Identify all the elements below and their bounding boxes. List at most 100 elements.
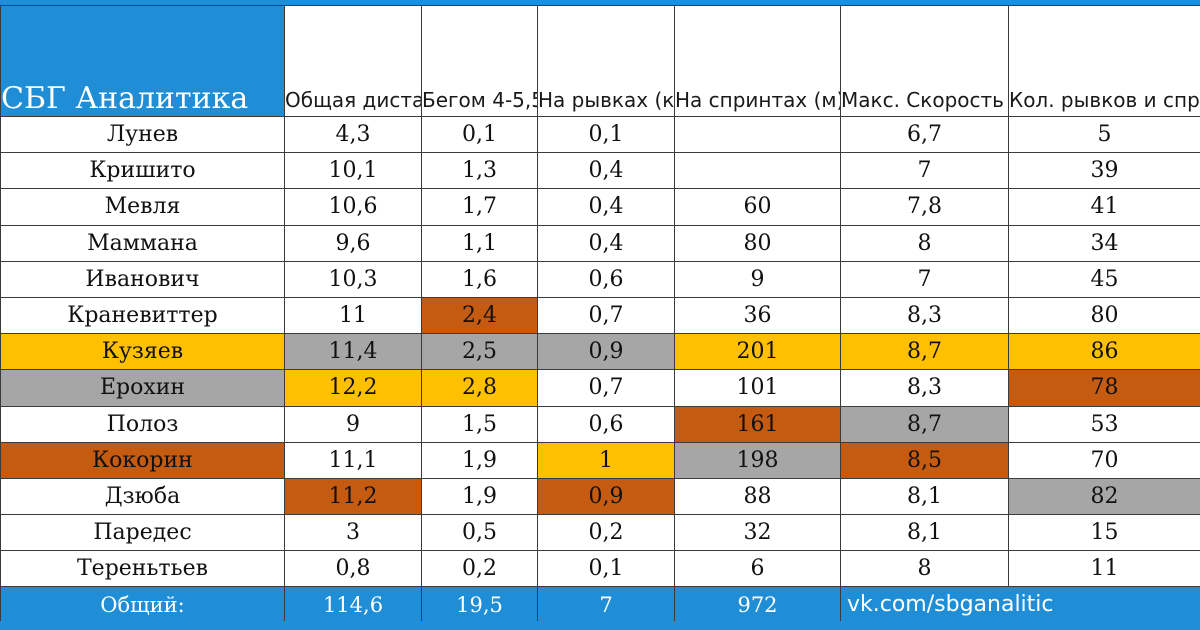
table-row: Маммана 9,6 1,1 0,4 80 8 34 bbox=[0, 224, 1200, 262]
player-name: Лунев bbox=[0, 115, 285, 154]
stat-cell: 78 bbox=[1008, 369, 1200, 407]
stat-cell: 88 bbox=[674, 477, 841, 516]
stat-cell: 34 bbox=[1008, 224, 1200, 262]
stat-cell: 41 bbox=[1008, 188, 1200, 226]
stat-cell: 70 bbox=[1008, 441, 1200, 479]
table-row: Кузяев 11,4 2,5 0,9 201 8,7 86 bbox=[0, 333, 1200, 371]
stat-cell: 82 bbox=[1008, 477, 1200, 516]
table-row: Кришито 10,1 1,3 0,4 7 39 bbox=[0, 152, 1200, 190]
stat-cell bbox=[674, 115, 841, 154]
total-running: 19,5 bbox=[421, 586, 538, 624]
stat-cell: 0,1 bbox=[421, 115, 538, 154]
header-row: СБГ Аналитика Общая дистанция (км) Бегом… bbox=[0, 5, 1200, 117]
stat-cell: 10,1 bbox=[284, 152, 422, 190]
stat-cell: 0,4 bbox=[537, 224, 675, 262]
stat-cell: 6,7 bbox=[840, 115, 1009, 154]
table-row: Иванович 10,3 1,6 0,6 9 7 45 bbox=[0, 260, 1200, 298]
stat-cell: 36 bbox=[674, 296, 841, 335]
stat-cell: 6 bbox=[674, 550, 841, 588]
table-row: Ерохин 12,2 2,8 0,7 101 8,3 78 bbox=[0, 369, 1200, 407]
bottom-accent-bar bbox=[0, 621, 1200, 630]
total-label: Общий: bbox=[0, 586, 285, 624]
stat-cell: 86 bbox=[1008, 333, 1200, 371]
stat-cell: 11 bbox=[1008, 550, 1200, 588]
stat-cell: 8,1 bbox=[840, 477, 1009, 516]
stat-cell: 1,5 bbox=[421, 405, 538, 443]
table-row: Кокорин 11,1 1,9 1 198 8,5 70 bbox=[0, 441, 1200, 479]
stat-cell: 1 bbox=[537, 441, 675, 479]
player-name: Паредес bbox=[0, 514, 285, 552]
player-stats-table: СБГ Аналитика Общая дистанция (км) Бегом… bbox=[0, 5, 1200, 624]
stat-cell: 8,1 bbox=[840, 514, 1009, 552]
table-row: Полоз 9 1,5 0,6 161 8,7 53 bbox=[0, 405, 1200, 443]
header-total-distance: Общая дистанция (км) bbox=[284, 5, 422, 117]
player-name: Кришито bbox=[0, 152, 285, 190]
table-body: Лунев 4,3 0,1 0,1 6,7 5 Кришито 10,1 1,3 0,4 7 39 Ме… bbox=[0, 115, 1200, 588]
total-dashes: 7 bbox=[537, 586, 675, 624]
table-row: Тереньтьев 0,8 0,2 0,1 6 8 11 bbox=[0, 550, 1200, 588]
total-row: Общий: 114,6 19,5 7 972 vk.com/sbganalit… bbox=[0, 586, 1200, 624]
stat-cell: 45 bbox=[1008, 260, 1200, 298]
stat-cell: 7 bbox=[840, 152, 1009, 190]
stat-cell: 4,3 bbox=[284, 115, 422, 154]
stat-cell: 0,7 bbox=[537, 369, 675, 407]
stat-cell: 1,1 bbox=[421, 224, 538, 262]
stat-cell: 1,6 bbox=[421, 260, 538, 298]
stat-cell: 0,9 bbox=[537, 477, 675, 516]
stat-cell: 11,1 bbox=[284, 441, 422, 479]
player-name: Тереньтьев bbox=[0, 550, 285, 588]
stat-cell: 0,4 bbox=[537, 188, 675, 226]
stat-cell: 201 bbox=[674, 333, 841, 371]
player-name: Дзюба bbox=[0, 477, 285, 516]
header-sprint-count: Кол. рывков и спринтов bbox=[1008, 5, 1200, 117]
stat-cell: 0,2 bbox=[537, 514, 675, 552]
header-running-distance: Бегом 4-5,5 м/с (км) bbox=[421, 5, 538, 117]
stat-cell: 0,6 bbox=[537, 260, 675, 298]
stat-cell: 11 bbox=[284, 296, 422, 335]
player-name: Иванович bbox=[0, 260, 285, 298]
stat-cell: 0,2 bbox=[421, 550, 538, 588]
player-name: Ерохин bbox=[0, 369, 285, 407]
header-max-speed: Макс. Скорость м/с bbox=[840, 5, 1009, 117]
vk-link[interactable]: vk.com/sbganalitic bbox=[840, 586, 1200, 624]
stat-cell: 8 bbox=[840, 550, 1009, 588]
total-sprints: 972 bbox=[674, 586, 841, 624]
stat-cell: 10,3 bbox=[284, 260, 422, 298]
stat-cell: 0,1 bbox=[537, 115, 675, 154]
stat-cell: 39 bbox=[1008, 152, 1200, 190]
stat-cell: 8,7 bbox=[840, 405, 1009, 443]
table-row: Паредес 3 0,5 0,2 32 8,1 15 bbox=[0, 514, 1200, 552]
stat-cell: 2,4 bbox=[421, 296, 538, 335]
stat-cell: 11,4 bbox=[284, 333, 422, 371]
stat-cell: 15 bbox=[1008, 514, 1200, 552]
stat-cell: 101 bbox=[674, 369, 841, 407]
stat-cell: 7,8 bbox=[840, 188, 1009, 226]
stat-cell: 0,1 bbox=[537, 550, 675, 588]
player-name: Мевля bbox=[0, 188, 285, 226]
stat-cell: 7 bbox=[840, 260, 1009, 298]
player-name: Краневиттер bbox=[0, 296, 285, 335]
top-accent-bar bbox=[0, 0, 1200, 5]
stat-cell: 0,6 bbox=[537, 405, 675, 443]
stat-cell: 3 bbox=[284, 514, 422, 552]
stat-cell: 60 bbox=[674, 188, 841, 226]
stat-cell: 80 bbox=[1008, 296, 1200, 335]
header-sprint-distance: На спринтах (м) от 7 м/с bbox=[674, 5, 841, 117]
stat-cell: 10,6 bbox=[284, 188, 422, 226]
brand-title: СБГ Аналитика bbox=[0, 5, 285, 117]
stat-cell: 12,2 bbox=[284, 369, 422, 407]
stat-cell: 8,3 bbox=[840, 296, 1009, 335]
player-name: Маммана bbox=[0, 224, 285, 262]
stat-cell: 32 bbox=[674, 514, 841, 552]
stat-cell bbox=[674, 152, 841, 190]
stat-cell: 0,4 bbox=[537, 152, 675, 190]
table-row: Дзюба 11,2 1,9 0,9 88 8,1 82 bbox=[0, 477, 1200, 516]
player-name: Кокорин bbox=[0, 441, 285, 479]
stat-cell: 11,2 bbox=[284, 477, 422, 516]
stat-cell: 198 bbox=[674, 441, 841, 479]
stat-cell: 80 bbox=[674, 224, 841, 262]
player-name: Полоз bbox=[0, 405, 285, 443]
stat-cell: 0,5 bbox=[421, 514, 538, 552]
stat-cell: 1,3 bbox=[421, 152, 538, 190]
stat-cell: 9 bbox=[284, 405, 422, 443]
